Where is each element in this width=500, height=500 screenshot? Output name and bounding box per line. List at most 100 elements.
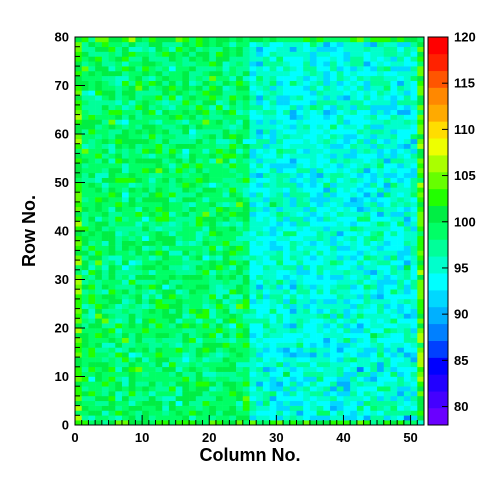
heatmap-cell [128, 206, 136, 212]
heatmap-cell [121, 129, 129, 135]
heatmap-cell [377, 279, 385, 285]
heatmap-cell [202, 51, 210, 57]
heatmap-cell [397, 279, 405, 285]
heatmap-cell [115, 313, 123, 319]
heatmap-cell [215, 163, 223, 169]
heatmap-cell [155, 337, 163, 343]
heatmap-cell [303, 192, 311, 198]
heatmap-cell [363, 129, 371, 135]
heatmap-cell [215, 250, 223, 256]
heatmap-cell [162, 119, 170, 125]
heatmap-cell [222, 366, 230, 372]
heatmap-cell [236, 332, 244, 338]
heatmap-cell [410, 269, 418, 275]
heatmap-cell [101, 129, 109, 135]
heatmap-cell [383, 328, 391, 334]
heatmap-cell [215, 109, 223, 115]
heatmap-cell [168, 294, 176, 300]
palette-swatch [428, 205, 448, 223]
x-tick-label: 0 [71, 430, 78, 445]
heatmap-cell [417, 70, 425, 77]
heatmap-cell [403, 37, 411, 43]
heatmap-cell [363, 357, 371, 363]
heatmap-cell [390, 303, 398, 309]
heatmap-cell [309, 298, 317, 305]
heatmap-cell [343, 66, 351, 72]
heatmap-cell [189, 41, 197, 47]
heatmap-cell [363, 197, 371, 203]
heatmap-cell [101, 46, 109, 52]
heatmap-cell [397, 303, 405, 309]
heatmap-cell [182, 235, 190, 241]
heatmap-cell [222, 221, 230, 227]
heatmap-cell [121, 420, 129, 426]
heatmap-cell [155, 235, 163, 241]
heatmap-cell [330, 129, 338, 135]
heatmap-cell [410, 104, 418, 111]
heatmap-cell [148, 114, 156, 120]
heatmap-cell [303, 332, 311, 338]
heatmap-cell [202, 269, 210, 275]
heatmap-cell [236, 371, 244, 377]
heatmap-cell [148, 308, 156, 314]
heatmap-cell [142, 313, 150, 319]
heatmap-cell [370, 134, 378, 140]
heatmap-cell [383, 177, 391, 183]
heatmap-cell [162, 332, 170, 338]
heatmap-cell [296, 420, 304, 426]
heatmap-cell [81, 298, 89, 305]
heatmap-cell [303, 61, 311, 67]
heatmap-cell [350, 303, 358, 309]
heatmap-cell [316, 158, 324, 164]
heatmap-cell [121, 323, 129, 329]
heatmap-cell [115, 274, 123, 280]
heatmap-cell [148, 255, 156, 261]
heatmap-cell [403, 347, 411, 353]
heatmap-cell [323, 269, 331, 275]
heatmap-cell [182, 240, 190, 246]
heatmap-cell [309, 95, 317, 101]
heatmap-cell [262, 197, 270, 203]
heatmap-cell [236, 381, 244, 387]
heatmap-cell [95, 332, 103, 338]
heatmap-cell [289, 167, 297, 174]
heatmap-cell [215, 114, 223, 120]
heatmap-cell [383, 119, 391, 125]
heatmap-cell [417, 163, 425, 169]
heatmap-cell [283, 303, 291, 309]
heatmap-cell [142, 153, 150, 159]
heatmap-cell [417, 80, 425, 86]
heatmap-cell [209, 313, 217, 319]
heatmap-cell [343, 158, 351, 164]
heatmap-cell [236, 226, 244, 232]
heatmap-cell [283, 274, 291, 280]
heatmap-cell [330, 328, 338, 334]
heatmap-cell [316, 294, 324, 300]
heatmap-cell [162, 114, 170, 120]
heatmap-cell [309, 119, 317, 125]
heatmap-cell [155, 240, 163, 246]
heatmap-cell [182, 172, 190, 178]
heatmap-cell [75, 269, 83, 275]
heatmap-cell [175, 245, 183, 251]
heatmap-cell [356, 163, 364, 169]
heatmap-cell [383, 381, 391, 387]
heatmap-cell [410, 357, 418, 363]
heatmap-cell [108, 85, 116, 91]
heatmap-cell [175, 95, 183, 101]
heatmap-cell [283, 371, 291, 377]
heatmap-cell [75, 361, 83, 368]
heatmap-cell [229, 386, 237, 392]
heatmap-cell [175, 240, 183, 246]
heatmap-cell [417, 240, 425, 246]
heatmap-cell [417, 260, 425, 266]
heatmap-cell [189, 109, 197, 115]
heatmap-cell [363, 37, 371, 43]
heatmap-cell [289, 337, 297, 343]
heatmap-cell [168, 221, 176, 227]
heatmap-cell [356, 221, 364, 227]
heatmap-cell [343, 298, 351, 305]
heatmap-cell [309, 221, 317, 227]
heatmap-cell [363, 240, 371, 246]
heatmap-cell [323, 245, 331, 251]
